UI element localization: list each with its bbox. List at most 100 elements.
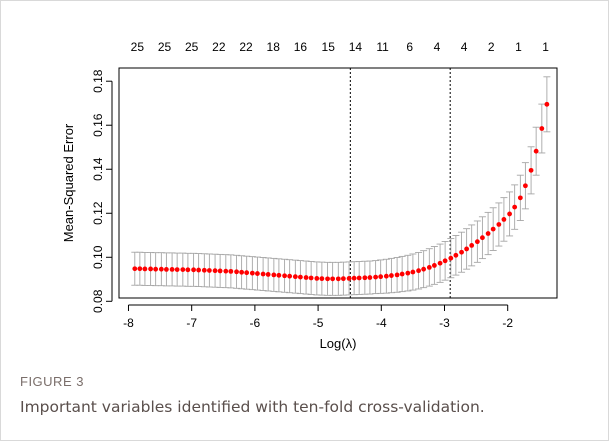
top-axis-label: 22 (212, 40, 226, 54)
top-axis-label: 25 (158, 40, 172, 54)
data-point (185, 267, 191, 273)
data-point (416, 268, 421, 274)
data-point (228, 268, 234, 274)
x-tick-label: -8 (123, 316, 134, 330)
error-bars (131, 76, 551, 296)
data-point (426, 265, 432, 270)
data-point (517, 195, 523, 201)
data-point (196, 267, 202, 273)
data-point (480, 235, 485, 241)
cv-error-plot: -8 -7 -6 -5 -4 -3 -2 0.080.100.120.140.160.18 … (61, 40, 558, 351)
top-axis-label: 2 (488, 40, 495, 54)
data-point (437, 260, 443, 266)
data-point (148, 266, 154, 272)
figure-caption: Important variables identified with ten-… (20, 398, 485, 416)
data-point (319, 276, 325, 282)
data-point (260, 271, 266, 277)
x-tick-label: -5 (313, 316, 324, 330)
plot-frame (118, 67, 558, 299)
data-point (485, 231, 491, 236)
top-axis-label: 15 (322, 40, 336, 54)
data-point (512, 204, 518, 210)
data-point (255, 271, 260, 276)
top-axis-label: 25 (185, 40, 199, 54)
data-point (132, 266, 138, 272)
data-point (383, 273, 389, 279)
data-point (507, 211, 512, 217)
data-point (356, 275, 362, 281)
data-point (340, 276, 346, 282)
data-point (464, 246, 470, 252)
y-tick-label: 0.10 (91, 245, 105, 269)
data-point (442, 258, 448, 264)
data-point (367, 275, 373, 280)
data-point (212, 268, 218, 274)
data-point (362, 275, 368, 281)
data-point (469, 242, 475, 248)
data-point (325, 276, 330, 282)
data-point (164, 266, 169, 272)
top-axis-label: 25 (131, 40, 145, 54)
data-point (303, 275, 309, 280)
data-point (330, 276, 336, 282)
y-axis-label: Mean-Squared Error (61, 123, 76, 242)
figure-label: FIGURE 3 (20, 374, 84, 389)
data-point (533, 148, 539, 154)
data-point (206, 268, 212, 273)
data-point (308, 275, 314, 281)
data-point (169, 266, 175, 272)
data-point (217, 268, 223, 274)
data-point (490, 226, 496, 232)
data-point (346, 276, 352, 281)
data-point (539, 126, 545, 131)
data-point (297, 274, 303, 280)
data-point (399, 271, 405, 277)
data-point (282, 273, 287, 279)
caption-divider (19, 365, 589, 366)
top-axis-label: 1 (542, 40, 549, 54)
top-axis-label: 16 (294, 40, 308, 54)
data-point (544, 101, 550, 107)
data-point (522, 183, 528, 189)
data-point (378, 274, 384, 280)
y-tick-label: 0.18 (91, 69, 105, 93)
y-tick-label: 0.16 (91, 113, 105, 137)
x-tick-label: -3 (439, 316, 450, 330)
data-point (448, 255, 454, 261)
top-axis-label: 14 (349, 40, 363, 54)
top-axis-label: 4 (461, 40, 468, 54)
x-axis: -8 -7 -6 -5 -4 -3 -2 (123, 304, 513, 330)
data-point (153, 266, 159, 272)
top-axis-label: 11 (376, 40, 389, 54)
x-axis-label: Log(λ) (320, 336, 357, 351)
data-point (405, 270, 411, 276)
data-point (234, 269, 239, 275)
data-points (132, 101, 550, 282)
data-point (265, 272, 271, 277)
data-point (276, 272, 282, 278)
top-axis-label: 4 (434, 40, 441, 54)
data-point (249, 270, 255, 276)
y-tick-label: 0.14 (91, 157, 105, 181)
y-tick-label: 0.12 (91, 201, 105, 225)
data-point (137, 266, 143, 272)
data-point (314, 276, 320, 281)
top-axis-variable-counts: 25 25 25 22 22 18 16 15 14 11 6 4 4 2 1 1 (131, 40, 550, 54)
data-point (431, 263, 437, 268)
data-point (351, 275, 357, 281)
data-point (474, 239, 480, 245)
data-point (292, 274, 298, 280)
x-tick-label: -6 (250, 316, 261, 330)
top-axis-label: 22 (239, 40, 253, 54)
data-point (158, 266, 164, 272)
data-point (421, 266, 427, 272)
data-point (180, 267, 186, 273)
data-point (501, 217, 507, 222)
data-point (410, 269, 416, 275)
data-point (244, 270, 250, 276)
data-point (174, 267, 180, 273)
data-point (142, 266, 148, 272)
data-point (373, 274, 379, 280)
y-tick-label: 0.08 (91, 289, 105, 313)
